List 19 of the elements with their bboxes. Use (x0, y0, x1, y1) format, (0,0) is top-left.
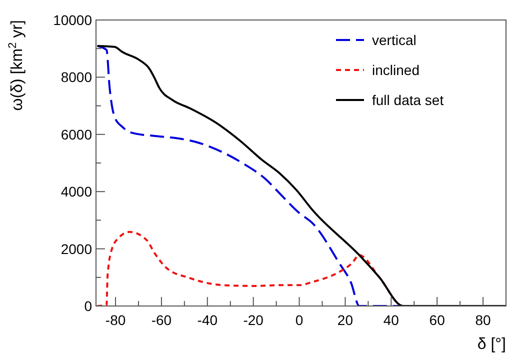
x-tick-label: -20 (243, 312, 264, 328)
x-tick-label: -40 (197, 312, 218, 328)
y-tick-label: 0 (84, 298, 92, 314)
x-tick-label: 80 (475, 312, 492, 328)
y-tick-label: 6000 (60, 126, 92, 142)
y-tick-label: 8000 (60, 69, 92, 86)
legend-label: vertical (372, 32, 416, 48)
y-tick-label: 10000 (53, 12, 92, 28)
x-tick-label: 60 (429, 312, 446, 328)
x-tick-label: -80 (105, 312, 126, 328)
x-tick-label: -60 (151, 312, 172, 328)
x-axis-title: δ [°] (477, 336, 506, 353)
x-tick-label: 20 (337, 312, 354, 328)
x-tick-label: 0 (295, 312, 304, 328)
y-tick-label: 2000 (60, 240, 92, 257)
legend-label: full data set (372, 92, 444, 108)
x-tick-label: 40 (383, 312, 400, 328)
legend-label: inclined (372, 62, 420, 78)
y-tick-label: 4000 (60, 184, 92, 200)
